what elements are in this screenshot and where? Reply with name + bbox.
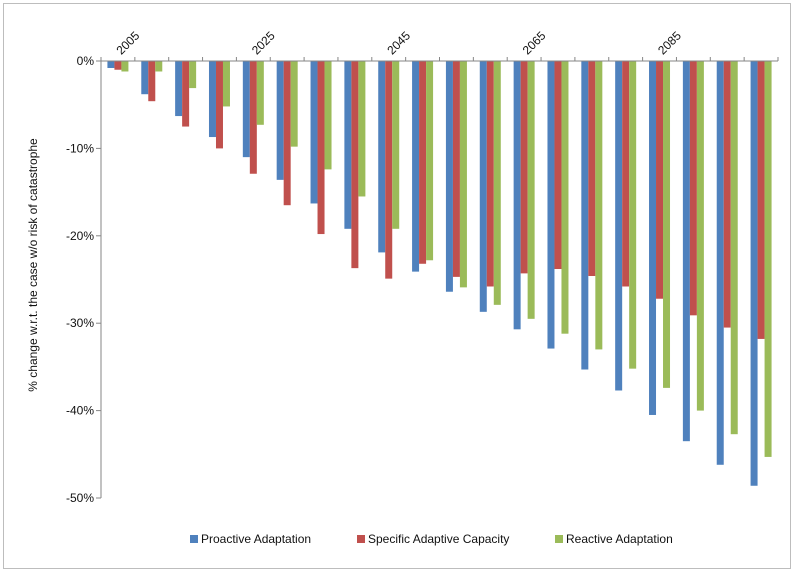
bar-specific-adaptive-capacity (486, 61, 494, 287)
bar-proactive-adaptation (547, 61, 555, 349)
bar-reactive-adaptation (426, 61, 434, 261)
bar-reactive-adaptation (561, 61, 569, 334)
bar-proactive-adaptation (445, 61, 453, 292)
bar-proactive-adaptation (412, 61, 420, 272)
bar-specific-adaptive-capacity (689, 61, 697, 316)
bar-specific-adaptive-capacity (385, 61, 393, 279)
bar-proactive-adaptation (378, 61, 386, 253)
x-tick-label: 2065 (520, 28, 549, 57)
bar-proactive-adaptation (479, 61, 487, 312)
bar-reactive-adaptation (290, 61, 298, 147)
x-tick-label: 2085 (655, 28, 684, 57)
bar-specific-adaptive-capacity (723, 61, 731, 328)
x-tick-label: 2045 (384, 28, 413, 57)
bar-specific-adaptive-capacity (419, 61, 427, 264)
bar-proactive-adaptation (175, 61, 183, 117)
bar-proactive-adaptation (276, 61, 284, 180)
bar-reactive-adaptation (730, 61, 738, 435)
legend-label: Reactive Adaptation (566, 532, 673, 546)
bar-specific-adaptive-capacity (215, 61, 223, 149)
bar-reactive-adaptation (189, 61, 197, 89)
bar-proactive-adaptation (344, 61, 352, 229)
bar-proactive-adaptation (310, 61, 318, 204)
bar-reactive-adaptation (256, 61, 264, 125)
x-tick-label: 2025 (249, 28, 278, 57)
bar-proactive-adaptation (649, 61, 657, 415)
plot-area (107, 61, 772, 486)
bar-specific-adaptive-capacity (622, 61, 630, 287)
bar-specific-adaptive-capacity (554, 61, 562, 270)
bar-specific-adaptive-capacity (114, 61, 122, 70)
bar-proactive-adaptation (107, 61, 115, 68)
bar-specific-adaptive-capacity (317, 61, 325, 235)
bar-specific-adaptive-capacity (656, 61, 664, 299)
legend-swatch (190, 535, 198, 543)
y-tick-label: -50% (66, 491, 94, 505)
bar-reactive-adaptation (121, 61, 129, 72)
bar-reactive-adaptation (595, 61, 603, 350)
bar-reactive-adaptation (493, 61, 501, 305)
bar-reactive-adaptation (696, 61, 704, 411)
bar-reactive-adaptation (629, 61, 637, 369)
bar-specific-adaptive-capacity (757, 61, 765, 339)
bar-reactive-adaptation (764, 61, 772, 457)
bar-proactive-adaptation (208, 61, 216, 138)
bar-specific-adaptive-capacity (148, 61, 156, 102)
y-axis-title: % change w.r.t. the case w/o risk of cat… (26, 138, 40, 392)
y-tick-label: -30% (66, 316, 94, 330)
y-tick-label: -10% (66, 141, 94, 155)
bar-specific-adaptive-capacity (182, 61, 190, 127)
bar-proactive-adaptation (716, 61, 724, 465)
y-axis: 0% -10% -20% -30% -40% -50% (66, 54, 102, 505)
bar-proactive-adaptation (682, 61, 690, 442)
bar-proactive-adaptation (141, 61, 149, 95)
x-axis: 2005 2025 2045 2065 2085 (100, 28, 779, 62)
bar-proactive-adaptation (615, 61, 623, 391)
bar-specific-adaptive-capacity (249, 61, 257, 174)
bar-proactive-adaptation (513, 61, 521, 330)
bar-specific-adaptive-capacity (452, 61, 460, 277)
bar-reactive-adaptation (358, 61, 366, 197)
bar-proactive-adaptation (581, 61, 589, 370)
bar-proactive-adaptation (750, 61, 758, 486)
bar-proactive-adaptation (242, 61, 250, 158)
x-tick-label: 2005 (114, 28, 143, 57)
bar-reactive-adaptation (663, 61, 671, 388)
bar-reactive-adaptation (324, 61, 332, 170)
legend-swatch (555, 535, 563, 543)
y-tick-label: -20% (66, 229, 94, 243)
bar-reactive-adaptation (527, 61, 535, 319)
bar-specific-adaptive-capacity (520, 61, 528, 274)
y-tick-label: 0% (77, 54, 95, 68)
bar-specific-adaptive-capacity (351, 61, 359, 269)
bar-specific-adaptive-capacity (588, 61, 596, 276)
bar-reactive-adaptation (155, 61, 163, 72)
bar-reactive-adaptation (222, 61, 230, 107)
bar-reactive-adaptation (459, 61, 467, 288)
legend-label: Proactive Adaptation (201, 532, 311, 546)
legend-label: Specific Adaptive Capacity (368, 532, 509, 546)
bar-specific-adaptive-capacity (283, 61, 291, 206)
legend: Proactive Adaptation Specific Adaptive Ca… (190, 532, 673, 546)
bar-reactive-adaptation (392, 61, 400, 229)
y-tick-label: -40% (66, 404, 94, 418)
legend-swatch (357, 535, 365, 543)
